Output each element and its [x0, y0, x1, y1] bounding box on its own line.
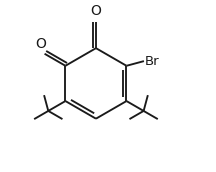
Text: O: O [91, 4, 101, 18]
Text: O: O [35, 37, 46, 51]
Text: Br: Br [145, 55, 159, 68]
